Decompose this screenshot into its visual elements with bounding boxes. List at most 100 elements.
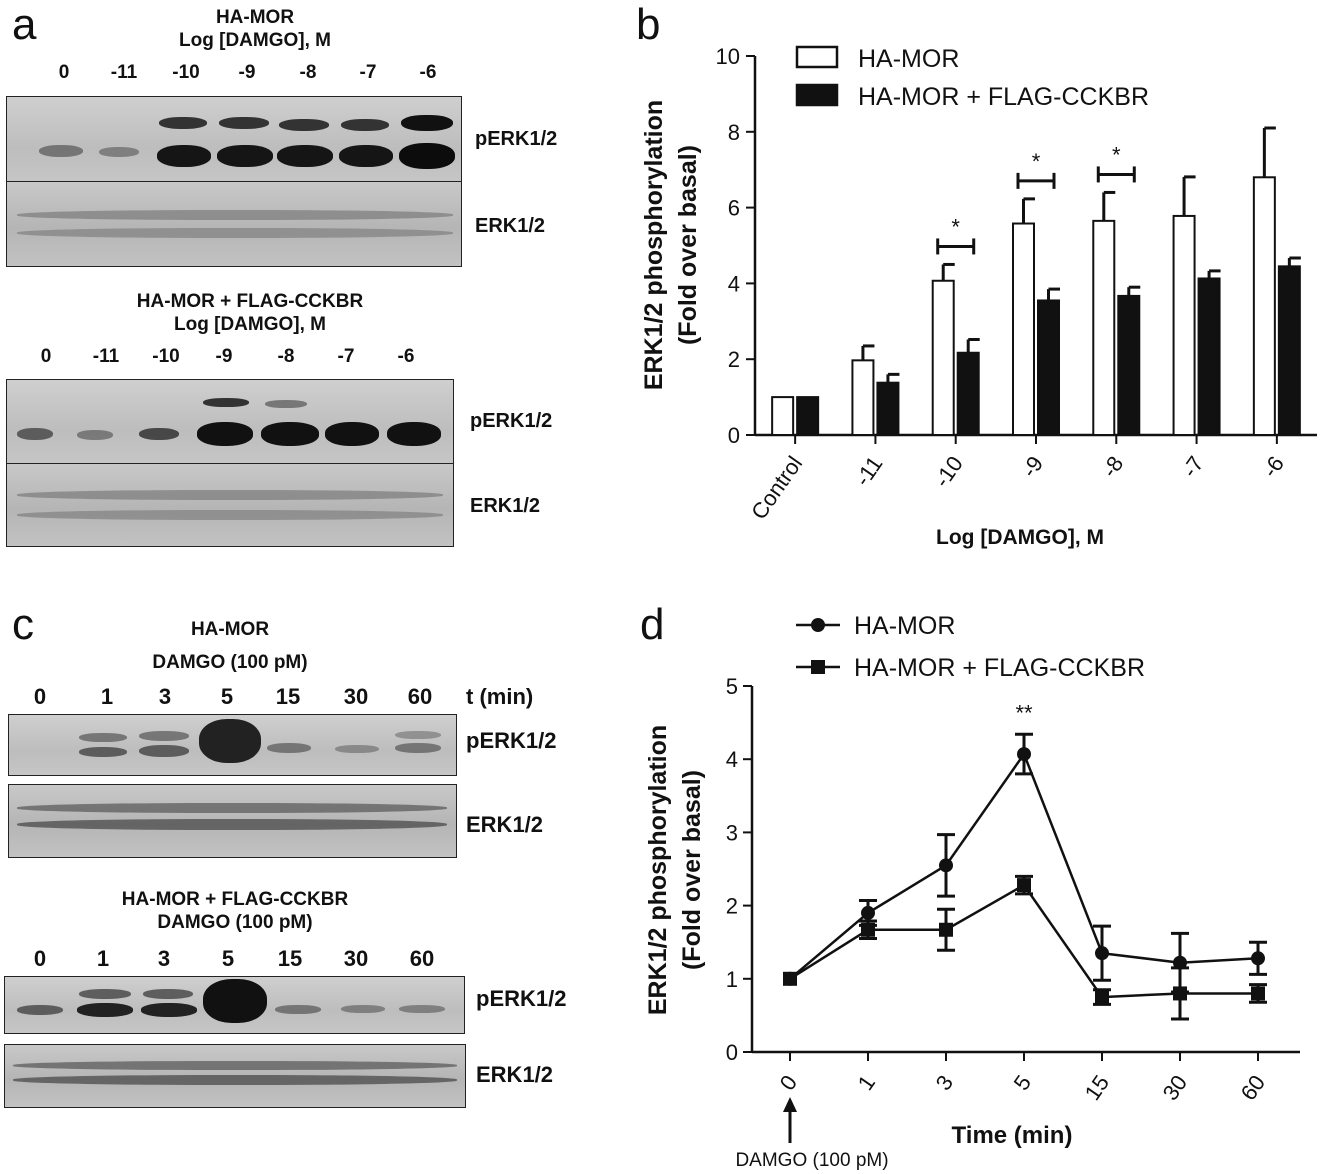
y-tick-label: 6: [728, 196, 740, 221]
panel-c-blot2-perk-image: [4, 976, 465, 1034]
y-axis-label-line1: ERK1/2 phosphorylation: [644, 725, 672, 1015]
data-point: [1017, 878, 1031, 893]
panel-c-blot1-erk-image: [8, 784, 457, 858]
significance-label: *: [1032, 149, 1041, 174]
y-axis-label-line2: (Fold over basal): [674, 145, 702, 345]
y-tick-label: 0: [728, 423, 740, 448]
lane-label: 60: [409, 946, 435, 971]
x-tick-label: 3: [931, 1071, 959, 1095]
lane-label: -11: [110, 62, 138, 83]
legend-marker: [811, 618, 825, 632]
data-point: [939, 858, 953, 873]
lane-label: 0: [40, 346, 52, 367]
panel-c-blot2-lane-labels: 0 1 3 5 15 30 60: [0, 946, 560, 971]
y-tick-label: 2: [726, 894, 738, 919]
lane-label: -9: [238, 62, 256, 83]
data-point: [1173, 986, 1187, 1001]
panel-c-blot2-erk-label: ERK1/2: [476, 1062, 554, 1087]
lane-label: 0: [33, 684, 47, 709]
lane-label: -9: [215, 346, 233, 367]
lane-label: -7: [359, 62, 377, 83]
panel-c-blot2-title-line1: HA-MOR + FLAG-CCKBR: [121, 889, 349, 910]
panel-a-blot1-title-line1: HA-MOR: [215, 7, 295, 28]
lane-label: -10: [172, 62, 200, 83]
lane-label: 15: [275, 684, 301, 709]
lane-label: -11: [92, 346, 120, 367]
data-point: [1095, 990, 1109, 1005]
lane-label: 0: [58, 62, 70, 83]
panel-a-blot2-title: HA-MOR + FLAG-CCKBR Log [DAMGO], M: [80, 290, 420, 336]
panel-c-blot2-perk-label: pERK1/2: [476, 986, 567, 1011]
x-tick-label: 1: [853, 1071, 881, 1095]
legend-label: HA-MOR + FLAG-CCKBR: [854, 654, 1145, 682]
y-tick-label: 10: [716, 44, 740, 69]
lane-label: 30: [343, 684, 369, 709]
bar: [771, 396, 795, 437]
data-point: [939, 922, 953, 937]
y-axis-label-line1: ERK1/2 phosphorylation: [640, 100, 668, 390]
lane-label: 15: [277, 946, 303, 971]
legend-swatch: [795, 83, 839, 107]
legend-swatch: [795, 45, 839, 69]
x-tick-label: 15: [1080, 1071, 1115, 1105]
y-tick-label: 4: [728, 271, 740, 296]
x-tick-label: 60: [1236, 1071, 1271, 1105]
panel-a-blot1-erk-label: ERK1/2: [475, 215, 546, 237]
lane-label: 30: [343, 946, 369, 971]
panel-a-blot2-perk-image: [6, 379, 454, 465]
panel-a-blot2-title-line1: HA-MOR + FLAG-CCKBR: [136, 291, 364, 312]
lane-label: 60: [407, 684, 433, 709]
y-tick-label: 3: [726, 820, 738, 845]
panel-a-blot1-perk-image: [6, 96, 462, 183]
panel-a-blot2-title-line2: Log [DAMGO], M: [174, 314, 326, 335]
panel-c-blot2-erk-image: [4, 1044, 466, 1108]
data-point: [1017, 747, 1031, 762]
damgo-annotation: DAMGO (100 pM): [735, 1150, 888, 1171]
y-tick-label: 2: [728, 347, 740, 372]
panel-c-blot1-time-label: t (min): [466, 684, 534, 709]
lane-label: 3: [157, 946, 171, 971]
panel-c-blot1-title-line2: DAMGO (100 pM): [152, 652, 308, 673]
panel-c-blot1-perk-image: [8, 714, 457, 776]
panel-c-blot1-lane-labels: 0 1 3 5 15 30 60: [0, 684, 560, 709]
significance-label: *: [1112, 142, 1121, 167]
x-axis-label: Log [DAMGO], M: [936, 526, 1104, 549]
panel-a-blot1-perk-label: pERK1/2: [475, 128, 558, 150]
panel-a-letter: a: [12, 0, 37, 49]
lane-label: -7: [337, 346, 355, 367]
x-tick-label: 5: [1009, 1071, 1037, 1095]
panel-a-blot2-erk-image: [6, 463, 454, 547]
lane-label: 1: [96, 946, 110, 971]
data-point: [1251, 986, 1265, 1001]
damgo-arrow-head: [783, 1097, 797, 1112]
x-tick-label: 30: [1158, 1071, 1193, 1105]
y-tick-label: 1: [726, 967, 738, 992]
x-tick-label: 0: [775, 1071, 803, 1095]
lane-label: 5: [220, 684, 234, 709]
data-point: [1251, 951, 1265, 966]
panel-a-blot1-title: HA-MOR Log [DAMGO], M: [130, 6, 380, 52]
y-axis-label-line2: (Fold over basal): [678, 770, 706, 970]
legend-label: HA-MOR: [858, 45, 959, 73]
panel-c-blot1-title-line1: HA-MOR: [190, 619, 270, 640]
bar: [796, 396, 820, 437]
panel-a-blot1-lane-labels: 0 -11 -10 -9 -8 -7 -6: [0, 62, 470, 86]
panel-c-blot1-erk-label: ERK1/2: [466, 812, 544, 837]
panel-a-blot2-erk-label: ERK1/2: [470, 495, 541, 517]
panel-c-blot2-title-line2: DAMGO (100 pM): [157, 912, 313, 933]
legend-marker: [811, 660, 825, 674]
panel-c-blot1-title: HA-MOR DAMGO (100 pM): [120, 618, 340, 674]
data-point: [1173, 955, 1187, 970]
x-axis-label: Time (min): [952, 1122, 1073, 1149]
panel-a-blot1-title-line2: Log [DAMGO], M: [179, 30, 331, 51]
series-line: [789, 751, 1259, 980]
panel-c-blot2-title: HA-MOR + FLAG-CCKBR DAMGO (100 pM): [70, 888, 400, 934]
panel-a-blot2-perk-label: pERK1/2: [470, 410, 553, 432]
data-point: [1095, 946, 1109, 961]
lane-label: -10: [152, 346, 180, 367]
panel-a-blot1-erk-image: [6, 181, 462, 267]
panel-b-letter: b: [636, 0, 661, 49]
lane-label: 0: [33, 946, 47, 971]
lane-label: 3: [158, 684, 172, 709]
